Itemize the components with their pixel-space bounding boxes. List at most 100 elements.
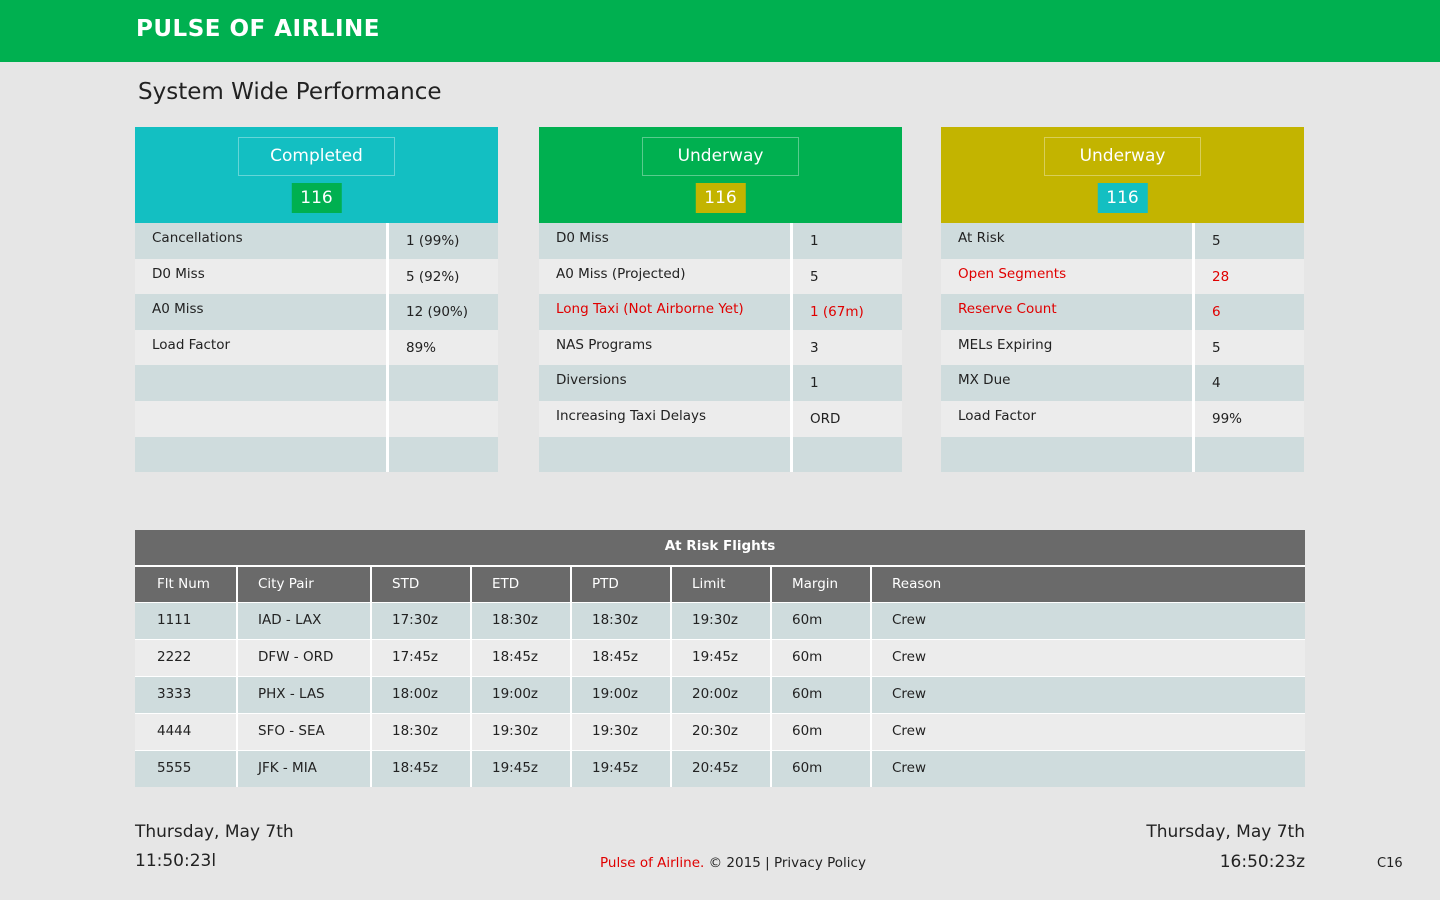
footer-credits: Pulse of Airline. © 2015 | Privacy Polic… xyxy=(600,855,866,871)
metric-value: 12 (90%) xyxy=(406,304,469,321)
table-row[interactable]: 4444 SFO - SEA 18:30z 19:30z 19:30z 20:30z 60m… xyxy=(135,713,1305,750)
card-label-button[interactable]: Completed xyxy=(238,137,395,176)
underway-risk-card: Underway 116 At Risk 5 Open Segments 28 Rese… xyxy=(941,127,1304,473)
table-cell: 60m xyxy=(772,714,872,750)
metric-row: Load Factor 99% xyxy=(941,400,1304,437)
table-row[interactable]: 3333 PHX - LAS 18:00z 19:00z 19:00z 20:00z 60m… xyxy=(135,676,1305,713)
metric-value xyxy=(793,437,902,473)
metric-name: Load Factor xyxy=(941,400,1195,437)
metric-value: 5 xyxy=(1212,233,1221,249)
table-cell: 19:30z xyxy=(572,714,672,750)
metric-row: Long Taxi (Not Airborne Yet) 1 (67m) xyxy=(539,294,902,330)
metric-name: Open Segments xyxy=(941,258,1195,295)
column-header[interactable]: Reason xyxy=(892,576,942,592)
card-count-badge: 116 xyxy=(1097,183,1148,213)
table-cell: 19:30z xyxy=(472,714,572,750)
metric-value: 89% xyxy=(406,339,437,356)
footer-separator: | xyxy=(765,855,770,871)
metric-row xyxy=(135,400,498,437)
table-cell: 18:30z xyxy=(472,603,572,639)
metric-value: 5 xyxy=(1212,339,1221,356)
table-row[interactable]: 1111 IAD - LAX 17:30z 18:30z 18:30z 19:30z 60m… xyxy=(135,602,1305,639)
metric-value: 99% xyxy=(1212,410,1243,427)
metric-row xyxy=(135,365,498,401)
table-cell: 2222 xyxy=(135,640,238,676)
brand-link[interactable]: Pulse of Airline. xyxy=(600,855,705,871)
metric-name: D0 Miss xyxy=(539,223,793,259)
table-row[interactable]: 2222 DFW - ORD 17:45z 18:45z 18:45z 19:45z 60m… xyxy=(135,639,1305,676)
metric-row: Load Factor 89% xyxy=(135,329,498,366)
table-cell: 1111 xyxy=(135,603,238,639)
metric-row: D0 Miss 5 (92%) xyxy=(135,258,498,295)
table-cell: Crew xyxy=(892,649,927,665)
table-cell: 3333 xyxy=(135,677,238,713)
table-cell: 60m xyxy=(772,677,872,713)
metric-name: Diversions xyxy=(539,365,793,401)
metric-name: A0 Miss xyxy=(135,294,389,330)
table-cell: 18:00z xyxy=(372,677,472,713)
card-count-badge: 116 xyxy=(695,183,746,213)
metric-row: Increasing Taxi Delays ORD xyxy=(539,400,902,437)
metric-name: A0 Miss (Projected) xyxy=(539,258,793,295)
metric-row: MX Due 4 xyxy=(941,365,1304,401)
column-header[interactable]: Flt Num xyxy=(135,567,238,602)
table-cell: 19:00z xyxy=(472,677,572,713)
at-risk-flights-table: At Risk Flights Flt Num City Pair STD ETD PT… xyxy=(135,530,1305,787)
card-label-button[interactable]: Underway xyxy=(642,137,799,176)
card-header: Completed 116 xyxy=(135,127,498,223)
table-cell: 18:45z xyxy=(372,751,472,787)
metric-list: D0 Miss 1 A0 Miss (Projected) 5 Long Taxi (N… xyxy=(539,223,902,473)
metric-name: MELs Expiring xyxy=(941,329,1195,366)
table-cell: 19:30z xyxy=(672,603,772,639)
column-header[interactable]: STD xyxy=(372,567,472,602)
table-cell: 20:00z xyxy=(672,677,772,713)
table-cell: 19:00z xyxy=(572,677,672,713)
column-header[interactable]: City Pair xyxy=(238,567,372,602)
card-header: Underway 116 xyxy=(539,127,902,223)
column-header[interactable]: Limit xyxy=(672,567,772,602)
card-label-button[interactable]: Underway xyxy=(1044,137,1201,176)
table-cell: PHX - LAS xyxy=(238,677,372,713)
metric-value xyxy=(1195,437,1304,473)
column-header[interactable]: PTD xyxy=(572,567,672,602)
metric-row: A0 Miss 12 (90%) xyxy=(135,294,498,330)
table-cell: 60m xyxy=(772,751,872,787)
metric-value: 1 xyxy=(810,233,819,249)
table-row[interactable]: 5555 JFK - MIA 18:45z 19:45z 19:45z 20:45z 60m… xyxy=(135,750,1305,787)
screen-code: C16 xyxy=(1377,856,1403,871)
metric-list: Cancellations 1 (99%) D0 Miss 5 (92%) A0 Mis… xyxy=(135,223,498,473)
metric-row xyxy=(539,436,902,473)
card-header: Underway 116 xyxy=(941,127,1304,223)
table-cell: 17:45z xyxy=(372,640,472,676)
metric-name: Long Taxi (Not Airborne Yet) xyxy=(539,294,793,330)
local-time: 11:50:23l xyxy=(135,851,217,871)
metric-list: At Risk 5 Open Segments 28 Reserve Count 6 MEL… xyxy=(941,223,1304,473)
table-header-row: Flt Num City Pair STD ETD PTD Limit Margin Reas… xyxy=(135,565,1305,602)
metric-row: A0 Miss (Projected) 5 xyxy=(539,258,902,295)
metric-value: ORD xyxy=(810,410,841,427)
card-count-badge: 116 xyxy=(291,183,342,213)
metric-name: MX Due xyxy=(941,365,1195,401)
metric-name: Increasing Taxi Delays xyxy=(539,400,793,437)
metric-row: NAS Programs 3 xyxy=(539,329,902,366)
table-cell: DFW - ORD xyxy=(238,640,372,676)
privacy-policy-link[interactable]: Privacy Policy xyxy=(773,855,866,871)
metric-name: Cancellations xyxy=(135,223,389,259)
metric-value xyxy=(389,437,498,473)
table-cell: SFO - SEA xyxy=(238,714,372,750)
table-cell: 17:30z xyxy=(372,603,472,639)
metric-value xyxy=(389,365,498,401)
zulu-time: 16:50:23z xyxy=(1219,852,1305,872)
metric-row xyxy=(941,436,1304,473)
brand-title: PULSE OF AIRLINE xyxy=(136,16,380,42)
table-cell: 18:30z xyxy=(572,603,672,639)
table-cell: Crew xyxy=(892,686,927,702)
metric-value: 1 xyxy=(810,375,819,392)
column-header[interactable]: Margin xyxy=(772,567,872,602)
copyright-text: © 2015 xyxy=(708,855,761,871)
metric-value: 5 xyxy=(810,268,819,285)
column-header[interactable]: ETD xyxy=(472,567,572,602)
local-date: Thursday, May 7th xyxy=(135,822,294,842)
table-title: At Risk Flights xyxy=(135,530,1305,565)
metric-value: 28 xyxy=(1212,268,1230,285)
